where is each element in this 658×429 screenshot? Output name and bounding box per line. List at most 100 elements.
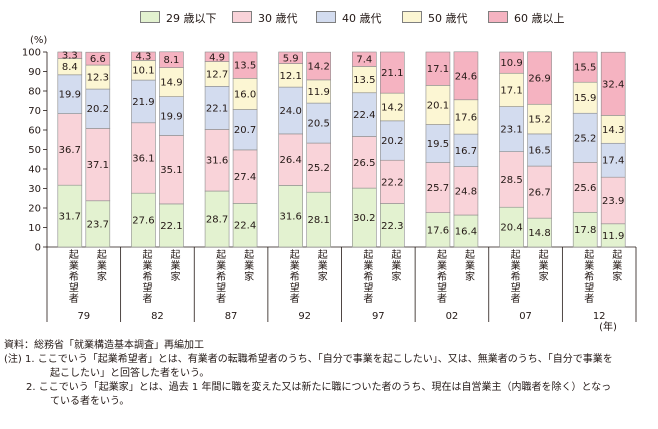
bar-category-label: 業 xyxy=(612,259,622,272)
bar-segment xyxy=(499,206,524,248)
legend-swatch-60-over xyxy=(488,11,508,23)
data-label: 26.4 xyxy=(280,155,302,166)
bar-segment xyxy=(204,51,230,62)
bar-segment xyxy=(499,151,524,208)
data-label: 26.5 xyxy=(353,158,375,169)
note-1-line-2: 起こしたい」と回答した者をいう。 xyxy=(50,368,210,379)
bar-segment xyxy=(380,120,405,161)
bar-segment xyxy=(600,51,626,116)
data-label: 22.3 xyxy=(381,221,403,232)
bar-category-label: 家 xyxy=(391,270,401,283)
legend-swatch-40s xyxy=(316,11,336,23)
data-label: 28.5 xyxy=(500,175,522,186)
bar-segment xyxy=(499,72,524,107)
bar-segment xyxy=(278,133,303,186)
bar-category-label: 起 xyxy=(142,249,152,261)
bar-category-label: 起 xyxy=(216,249,226,261)
data-label: 10.1 xyxy=(132,66,154,77)
bar-category-label: 起 xyxy=(539,249,549,261)
y-tick-label: 70 xyxy=(28,106,41,117)
bar-category-label: 家 xyxy=(244,270,254,283)
bar-category-label: 希 xyxy=(216,270,226,283)
bar-segment xyxy=(204,61,230,87)
bar-segment xyxy=(499,106,524,152)
data-label: 27.4 xyxy=(234,172,256,183)
bar-category-label: 起 xyxy=(612,249,622,261)
bar-segment xyxy=(425,85,451,125)
bar-segment xyxy=(352,51,377,67)
bar-segment xyxy=(159,96,184,136)
data-label: 21.1 xyxy=(381,68,403,79)
bar-segment xyxy=(527,165,552,219)
bar-segment xyxy=(380,203,405,248)
data-label: 15.5 xyxy=(574,63,596,74)
bar-segment xyxy=(131,79,156,124)
bar-segment xyxy=(131,192,156,248)
data-label: 25.2 xyxy=(574,133,596,144)
data-label: 8.1 xyxy=(163,55,179,66)
bar-category-label: 家 xyxy=(465,270,475,283)
bar-segment xyxy=(453,166,479,216)
x-tick-label: 92 xyxy=(298,311,311,322)
data-label: 25.6 xyxy=(574,183,596,194)
data-label: 23.1 xyxy=(500,125,522,136)
data-label: 27.6 xyxy=(132,216,154,227)
y-tick-label: 0 xyxy=(35,243,41,254)
bar-category-label: 家 xyxy=(539,270,549,283)
bar-category-label: 業 xyxy=(539,259,549,272)
bar-segment xyxy=(159,203,184,248)
bar-segment xyxy=(425,162,451,213)
bar-category-label: 希 xyxy=(290,270,300,283)
bar-segment xyxy=(57,113,83,186)
data-label: 7.4 xyxy=(356,55,372,66)
data-label: 22.4 xyxy=(234,221,256,232)
data-label: 8.4 xyxy=(62,62,78,73)
bar-category-label: 業 xyxy=(216,259,226,272)
bar-segment xyxy=(352,92,377,137)
bar-category-label: 望 xyxy=(437,281,447,294)
bar-category-label: 業 xyxy=(511,259,521,272)
y-tick-label: 50 xyxy=(28,145,41,156)
bar-category-label: 者 xyxy=(142,293,152,305)
data-label: 31.6 xyxy=(280,212,302,223)
data-label: 3.3 xyxy=(62,51,78,62)
y-tick-label: 10 xyxy=(28,223,41,234)
legend-label: 50 歳代 xyxy=(428,12,468,25)
bar-category-label: 希 xyxy=(142,270,152,283)
data-label: 14.2 xyxy=(308,62,330,73)
x-axis-unit: (年) xyxy=(599,320,617,333)
data-label: 25.2 xyxy=(308,163,330,174)
legend-swatch-50s xyxy=(402,11,422,23)
legend-label: 29 歳以下 xyxy=(166,12,217,25)
bar-segment xyxy=(453,99,479,135)
bar-segment xyxy=(572,211,598,248)
legend-label: 30 歳代 xyxy=(258,12,298,25)
data-label: 23.7 xyxy=(87,219,109,230)
data-label: 14.3 xyxy=(602,125,624,136)
data-label: 23.9 xyxy=(602,196,624,207)
bar-segment xyxy=(352,136,377,189)
data-label: 17.6 xyxy=(455,112,477,123)
bar-category-label: 起 xyxy=(69,249,79,261)
bar-segment xyxy=(572,51,598,83)
bar-category-label: 希 xyxy=(69,270,79,283)
bar-segment xyxy=(85,200,111,248)
data-label: 5.9 xyxy=(283,53,299,64)
bar-category-label: 業 xyxy=(244,259,254,272)
bar-segment xyxy=(600,115,626,144)
bar-segment xyxy=(278,51,303,64)
bar-category-label: 起 xyxy=(290,249,300,261)
data-label: 12.7 xyxy=(206,69,228,80)
bar-category-label: 希 xyxy=(363,270,373,283)
data-label: 37.1 xyxy=(87,160,109,171)
data-label: 19.9 xyxy=(160,112,182,123)
data-label: 16.4 xyxy=(455,227,477,238)
note-2-line-1: 2. ここでいう「起業家」とは、過去 1 年間に職を変えた又は新たに職についた者… xyxy=(26,382,612,393)
y-tick-label: 80 xyxy=(28,87,41,98)
data-label: 24.6 xyxy=(455,71,477,82)
data-label: 22.1 xyxy=(206,103,228,114)
y-tick-label: 20 xyxy=(28,204,41,215)
bar-segment xyxy=(159,51,184,68)
data-label: 22.1 xyxy=(160,221,182,232)
y-axis-unit: (%) xyxy=(30,35,47,46)
